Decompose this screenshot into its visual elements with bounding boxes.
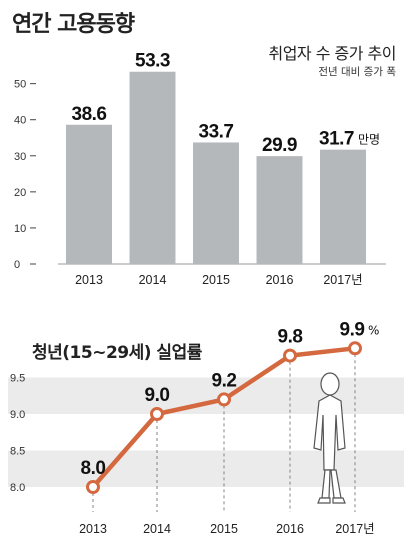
line-value-label: 9.0: [145, 385, 170, 406]
line-category-label: 2013: [79, 522, 107, 536]
line-category-label: 2016: [276, 522, 304, 536]
bar-y-tick-label: 10: [14, 223, 26, 235]
bar-category-label: 2016: [266, 273, 294, 287]
line-y-tick-label: 9.5: [10, 373, 25, 385]
bar: [129, 71, 176, 264]
data-point: [86, 480, 100, 494]
line-y-tick-label: 9.0: [10, 409, 25, 421]
y-band: [8, 377, 404, 414]
bar-value-unit: 만명: [358, 133, 380, 147]
bar-category-label: 2014: [139, 273, 167, 287]
line-category-label: 2017년: [335, 522, 374, 536]
person-illustration: [313, 372, 346, 504]
bar: [193, 142, 239, 264]
line-y-tick-label: 8.5: [10, 446, 25, 458]
data-point: [150, 407, 164, 421]
bar-category-label: 2015: [202, 273, 230, 287]
line-value-unit: %: [368, 323, 379, 337]
bar-value-label: 38.6: [72, 104, 107, 125]
bar-value-label: 33.7: [199, 121, 234, 142]
line-category-label: 2014: [143, 522, 171, 536]
line-category-label: 2015: [210, 522, 238, 536]
data-point: [283, 348, 297, 363]
bar-value-label: 31.7: [319, 129, 354, 150]
data-point: [348, 341, 362, 356]
bar-y-tick-label: 20: [14, 187, 26, 199]
bar-value-label: 29.9: [262, 135, 297, 156]
line-y-tick-label: 8.0: [10, 482, 25, 494]
main-title: 연간 고용동향: [12, 12, 135, 37]
data-point: [217, 392, 231, 407]
bar: [256, 156, 303, 264]
line-value-label: 8.0: [81, 458, 106, 479]
line-chart-title: 청년(15~29세) 실업률: [32, 343, 202, 363]
bar-y-tick-label: 50: [14, 79, 26, 91]
bar-chart-title: 취업자 수 증가 추이: [268, 44, 396, 63]
line-value-label: 9.2: [212, 370, 237, 391]
bar-y-tick-label: 30: [14, 151, 26, 163]
bar: [66, 124, 112, 264]
bar-value-label: 53.3: [135, 51, 170, 72]
line-value-label: 9.8: [278, 327, 303, 348]
bar-chart-subtitle: 전년 대비 증가 폭: [318, 66, 396, 78]
bar: [320, 149, 366, 264]
y-band: [8, 450, 404, 487]
line-value-label: 9.9: [340, 319, 365, 340]
bar-y-tick-label: 40: [14, 115, 26, 127]
bar-category-label: 2017년: [323, 273, 362, 287]
bar-y-tick-label: 0: [14, 259, 20, 271]
bar-category-label: 2013: [75, 273, 103, 287]
